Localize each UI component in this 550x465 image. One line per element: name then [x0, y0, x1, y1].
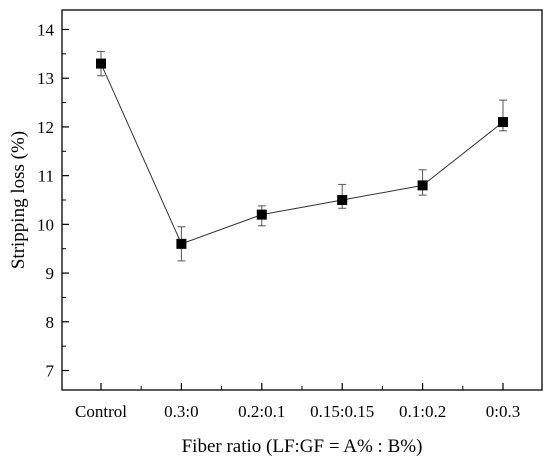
data-point — [256, 209, 267, 220]
y-tick-label: 13 — [37, 69, 54, 88]
y-tick-label: 12 — [37, 118, 54, 137]
data-point — [417, 180, 428, 191]
plot-frame — [61, 9, 543, 391]
data-point — [176, 238, 187, 249]
data-point — [498, 117, 508, 128]
data-point — [337, 195, 348, 205]
series-line — [100, 63, 504, 245]
x-tick-label: Control — [75, 402, 127, 421]
y-tick-label: 9 — [46, 264, 55, 283]
y-tick-label: 7 — [46, 362, 55, 381]
y-tick-label: 11 — [38, 167, 54, 186]
x-tick-label: 0.1:0.2 — [399, 402, 446, 421]
data-point — [96, 58, 106, 69]
series-group — [96, 50, 508, 262]
y-axis-title: Stripping loss (%) — [8, 131, 29, 269]
x-axis-ticks: Control 0.3:0 0.2:0.1 0.15:0.15 0.1:0.2 0:0.3 — [75, 383, 520, 421]
x-tick-label: 0.3:0 — [164, 402, 198, 421]
y-tick-label: 10 — [37, 215, 54, 234]
x-tick-label: 0.15:0.15 — [310, 402, 374, 421]
y-tick-label: 8 — [46, 313, 55, 332]
y-tick-label: 14 — [37, 20, 55, 39]
x-tick-label: 0:0.3 — [486, 402, 520, 421]
x-tick-label: 0.2:0.1 — [238, 402, 285, 421]
x-axis-title: Fiber ratio (LF:GF = A% : B%) — [182, 436, 423, 457]
y-axis-ticks: 7 8 9 10 11 12 13 14 — [37, 20, 69, 381]
